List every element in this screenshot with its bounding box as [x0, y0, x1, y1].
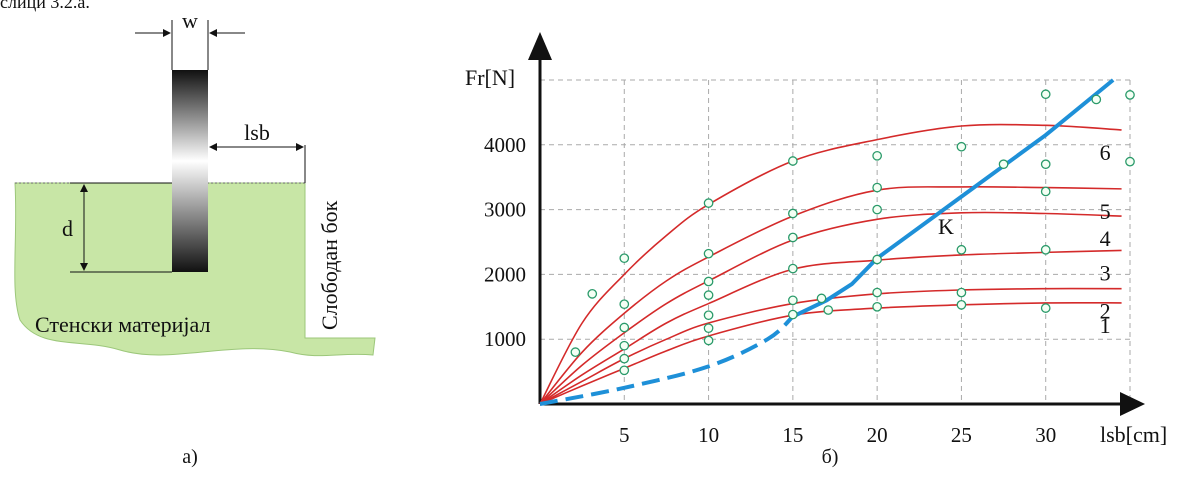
- curve: [539, 301, 1122, 405]
- data-point: [703, 323, 714, 334]
- data-point: [1040, 89, 1051, 100]
- curve-label: 4: [1100, 226, 1111, 251]
- x-tick-label: 15: [782, 423, 803, 447]
- x-tick-label: 25: [951, 423, 972, 447]
- data-point: [872, 150, 882, 161]
- x-axis-label: lsb[cm]: [1100, 422, 1167, 447]
- x-tick-label: 20: [867, 423, 888, 447]
- data-point: [619, 353, 630, 364]
- data-point: [956, 300, 967, 310]
- panel-label: а): [182, 446, 198, 468]
- data-point: [1040, 159, 1051, 170]
- data-point: [823, 305, 834, 315]
- width-label: w: [182, 8, 198, 33]
- data-point: [872, 254, 882, 265]
- data-point: [872, 287, 882, 298]
- data-point: [619, 322, 630, 333]
- saw-blade: [172, 70, 208, 272]
- curve: [539, 249, 1122, 405]
- curve: [539, 211, 1122, 405]
- line-k-dashed: [539, 315, 795, 406]
- data-point: [956, 141, 967, 152]
- curve-label: 1: [1100, 313, 1111, 338]
- data-point: [872, 301, 882, 312]
- x-axis-arrow: [1120, 392, 1145, 416]
- data-point: [872, 204, 882, 215]
- data-point: [703, 248, 714, 259]
- data-point: [816, 293, 827, 304]
- data-point: [703, 335, 714, 346]
- data-point: [1125, 90, 1135, 100]
- data-point: [1040, 244, 1051, 255]
- data-point: [956, 244, 967, 255]
- data-point: [619, 365, 630, 376]
- curve: [539, 185, 1122, 405]
- data-point: [619, 340, 630, 351]
- curve-label: 5: [1100, 199, 1111, 224]
- y-tick-label: 3000: [484, 198, 526, 222]
- data-point: [703, 290, 714, 300]
- data-point: [1040, 303, 1051, 313]
- data-point: [956, 287, 967, 298]
- curve-label: 3: [1100, 260, 1111, 285]
- data-point: [872, 182, 882, 193]
- data-point: [788, 263, 798, 274]
- data-point: [788, 156, 798, 166]
- x-tick-label: 5: [619, 423, 630, 447]
- depth-label: d: [62, 216, 73, 241]
- curve: [539, 287, 1122, 405]
- data-point: [788, 208, 798, 219]
- y-axis-label: Fr[N]: [465, 65, 515, 90]
- free-side-label: Слободан бок: [317, 200, 342, 330]
- data-point: [703, 276, 714, 287]
- data-point: [1091, 94, 1102, 105]
- data-point: [587, 288, 598, 299]
- panel-label: б): [822, 446, 839, 468]
- line-k-label: K: [938, 214, 954, 239]
- curve-label: 6: [1100, 140, 1111, 165]
- data-point: [998, 159, 1009, 170]
- y-tick-label: 2000: [484, 262, 526, 286]
- caption-top: слици 3.2.а.: [0, 0, 90, 12]
- data-point: [788, 309, 798, 320]
- material-label: Стенски материјал: [35, 312, 210, 337]
- curve-label: 2: [1100, 299, 1111, 324]
- gap-label: lsb: [244, 120, 270, 145]
- data-point: [619, 253, 630, 264]
- data-point: [619, 299, 630, 310]
- data-point: [788, 295, 798, 306]
- y-tick-label: 4000: [484, 133, 526, 157]
- data-point: [703, 198, 714, 208]
- data-point: [1040, 186, 1051, 197]
- y-tick-label: 1000: [484, 327, 526, 351]
- y-axis-arrow: [528, 32, 552, 60]
- data-point: [570, 347, 581, 358]
- x-tick-label: 10: [698, 423, 719, 447]
- curve: [539, 123, 1122, 405]
- data-point: [703, 310, 714, 321]
- data-point: [788, 232, 798, 243]
- x-tick-label: 30: [1035, 423, 1056, 447]
- data-point: [1125, 156, 1135, 167]
